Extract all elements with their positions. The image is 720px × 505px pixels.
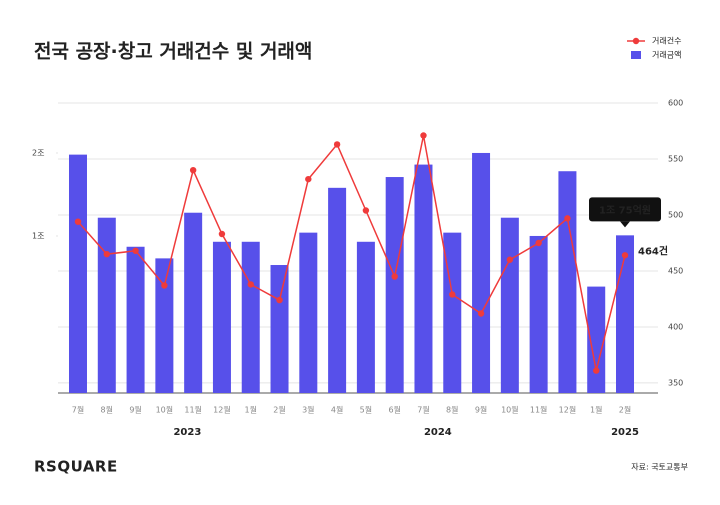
x-tick-label: 1월	[245, 405, 257, 415]
line-point	[218, 230, 226, 238]
x-tick-label: 8월	[101, 405, 113, 415]
line-point	[103, 250, 110, 258]
line-point	[247, 281, 254, 288]
y-tick-label: 2조	[32, 148, 44, 157]
bar	[356, 241, 375, 393]
line-point	[333, 141, 341, 148]
bar	[328, 187, 347, 393]
x-tick-label: 1월	[590, 405, 602, 415]
line-point	[477, 310, 485, 317]
x-tick-label: 7월	[417, 405, 429, 415]
x-tick-label: 6월	[388, 405, 400, 415]
line-series	[77, 135, 626, 371]
line-point	[161, 282, 168, 289]
x-tick-label: 9월	[475, 405, 487, 415]
x-tick-label: 4월	[331, 405, 343, 415]
line-point	[132, 247, 139, 254]
bar	[616, 235, 635, 393]
y2-tick-label: 400	[668, 322, 683, 331]
bar	[241, 241, 260, 393]
bar	[155, 258, 174, 393]
y2-tick-label: 550	[668, 154, 683, 163]
legend-dot	[632, 37, 640, 45]
bar	[385, 177, 404, 393]
bar	[558, 171, 577, 393]
bar	[97, 217, 116, 393]
x-tick-label: 10월	[156, 405, 174, 415]
line-point	[305, 175, 312, 183]
year-label: 2025	[611, 427, 639, 438]
y-tick-label: 1조	[32, 231, 44, 240]
legend-label: 거래금액	[652, 50, 681, 60]
bar	[184, 212, 203, 393]
x-tick-label: 7월	[72, 405, 84, 415]
y2-tick-label: 500	[668, 210, 683, 219]
year-label: 2023	[173, 427, 201, 438]
line-point	[449, 291, 456, 298]
line-point	[506, 256, 514, 263]
bar	[299, 232, 318, 393]
year-label: 2024	[424, 427, 452, 438]
y2-tick-label: 450	[668, 266, 683, 275]
line-point	[621, 252, 629, 259]
bar	[212, 241, 231, 393]
line-point	[362, 207, 370, 214]
x-tick-label: 8월	[446, 405, 458, 415]
callout-box	[589, 197, 662, 222]
line-point	[535, 239, 542, 247]
x-tick-label: 11월	[184, 405, 202, 415]
x-tick-label: 10월	[501, 405, 519, 415]
line-point	[276, 296, 283, 304]
line-point	[564, 215, 571, 222]
x-tick-label: 12월	[213, 405, 231, 415]
line-point	[391, 273, 398, 280]
legend-label: 거래건수	[652, 36, 681, 46]
brand-logo: RSQUARE	[34, 458, 118, 476]
x-tick-label: 5월	[360, 405, 372, 415]
bar-value-label: 1조 75억원	[599, 203, 651, 216]
line-point	[74, 218, 82, 225]
bar	[68, 154, 87, 393]
x-tick-label: 12월	[559, 405, 577, 415]
line-point	[593, 367, 600, 374]
bar	[270, 265, 289, 393]
x-tick-label: 11월	[530, 405, 548, 415]
legend-swatch	[631, 51, 641, 59]
bar	[414, 164, 433, 393]
chart-title: 전국 공장·창고 거래건수 및 거래액	[34, 41, 312, 63]
callout-pointer	[620, 221, 631, 228]
x-tick-label: 9월	[129, 405, 141, 415]
x-tick-label: 3월	[302, 405, 314, 415]
bar	[500, 217, 519, 393]
line-value-label: 464건	[638, 244, 668, 257]
bar	[126, 246, 145, 393]
line-point	[420, 132, 427, 139]
source: 자료: 국토교통부	[631, 463, 688, 472]
x-tick-label: 2월	[619, 405, 631, 415]
bar	[472, 152, 491, 393]
bar	[587, 286, 606, 393]
y2-tick-label: 600	[668, 99, 683, 108]
x-tick-label: 2월	[273, 405, 285, 415]
line-point	[189, 166, 197, 174]
y2-tick-label: 350	[668, 378, 683, 387]
bar	[529, 235, 548, 393]
